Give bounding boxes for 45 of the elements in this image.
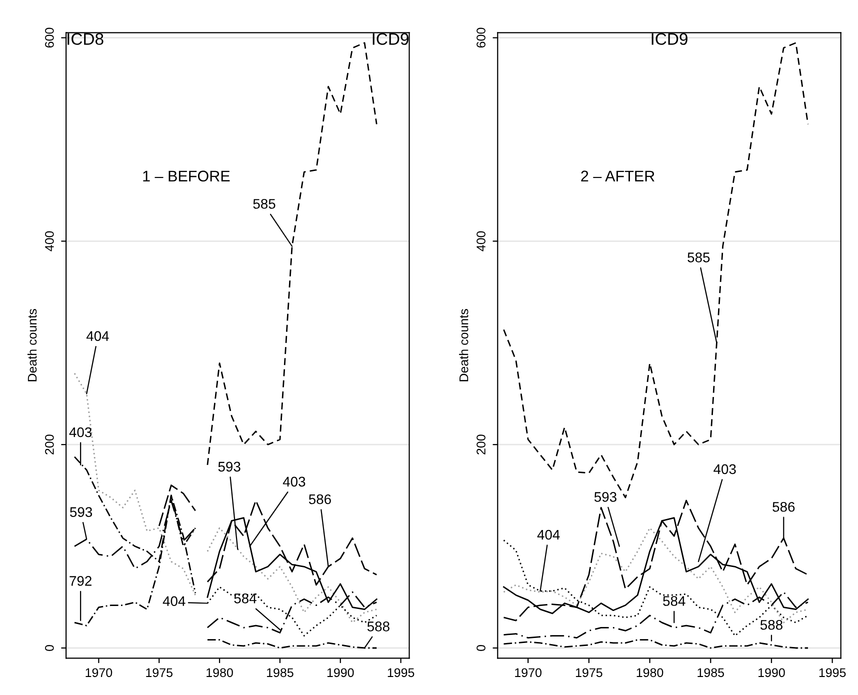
annotation: ICD9 bbox=[652, 33, 688, 45]
annotation: 588 bbox=[760, 620, 782, 630]
annotation: 593 bbox=[218, 462, 240, 472]
y-tick-label: 400 bbox=[45, 231, 54, 252]
annotation: 584 bbox=[234, 593, 256, 604]
y-tick-label: 0 bbox=[45, 645, 54, 651]
x-tick-label: 1990 bbox=[327, 668, 354, 678]
y-tick-label: 0 bbox=[476, 645, 486, 651]
annotation: 403 bbox=[282, 476, 306, 487]
annotation: 593 bbox=[70, 507, 92, 517]
x-tick-label: 1975 bbox=[576, 668, 602, 678]
y-axis-title: Death counts bbox=[459, 309, 468, 382]
y-tick-label: 600 bbox=[476, 28, 486, 48]
annotation: 404 bbox=[162, 596, 186, 606]
annotation: 1 – BEFORE bbox=[143, 170, 230, 182]
annotation: 404 bbox=[86, 331, 109, 341]
annotation: 586 bbox=[308, 494, 331, 504]
x-tick-label: 1985 bbox=[267, 668, 294, 678]
annotation: 403 bbox=[714, 464, 736, 474]
y-tick-label: 200 bbox=[45, 434, 54, 454]
x-tick-label: 1970 bbox=[515, 668, 542, 678]
annotation: ICD9 bbox=[372, 33, 408, 45]
x-tick-label: 1980 bbox=[206, 668, 233, 678]
annotation: ICD8 bbox=[68, 33, 104, 45]
annotation: 584 bbox=[663, 596, 686, 606]
y-axis-title: Death counts bbox=[27, 309, 37, 382]
x-tick-label: 1995 bbox=[388, 668, 414, 678]
x-tick-label: 1995 bbox=[819, 668, 846, 678]
annotation: 403 bbox=[69, 427, 92, 438]
annotation: 792 bbox=[70, 576, 92, 586]
x-tick-label: 1985 bbox=[698, 668, 724, 678]
annotation: 593 bbox=[594, 492, 616, 502]
y-tick-label: 400 bbox=[476, 231, 486, 252]
x-tick-label: 1980 bbox=[636, 668, 664, 678]
annotation: 585 bbox=[253, 198, 276, 209]
annotation: 586 bbox=[772, 502, 795, 512]
annotation: 2 – AFTER bbox=[581, 170, 654, 182]
annotation: 588 bbox=[367, 622, 390, 632]
y-tick-label: 200 bbox=[476, 434, 486, 454]
x-tick-label: 1970 bbox=[86, 668, 112, 678]
x-tick-label: 1975 bbox=[146, 668, 172, 678]
y-tick-label: 600 bbox=[45, 28, 54, 48]
annotation: 404 bbox=[537, 530, 560, 540]
x-tick-label: 1990 bbox=[758, 668, 785, 678]
annotation: 585 bbox=[688, 252, 710, 262]
